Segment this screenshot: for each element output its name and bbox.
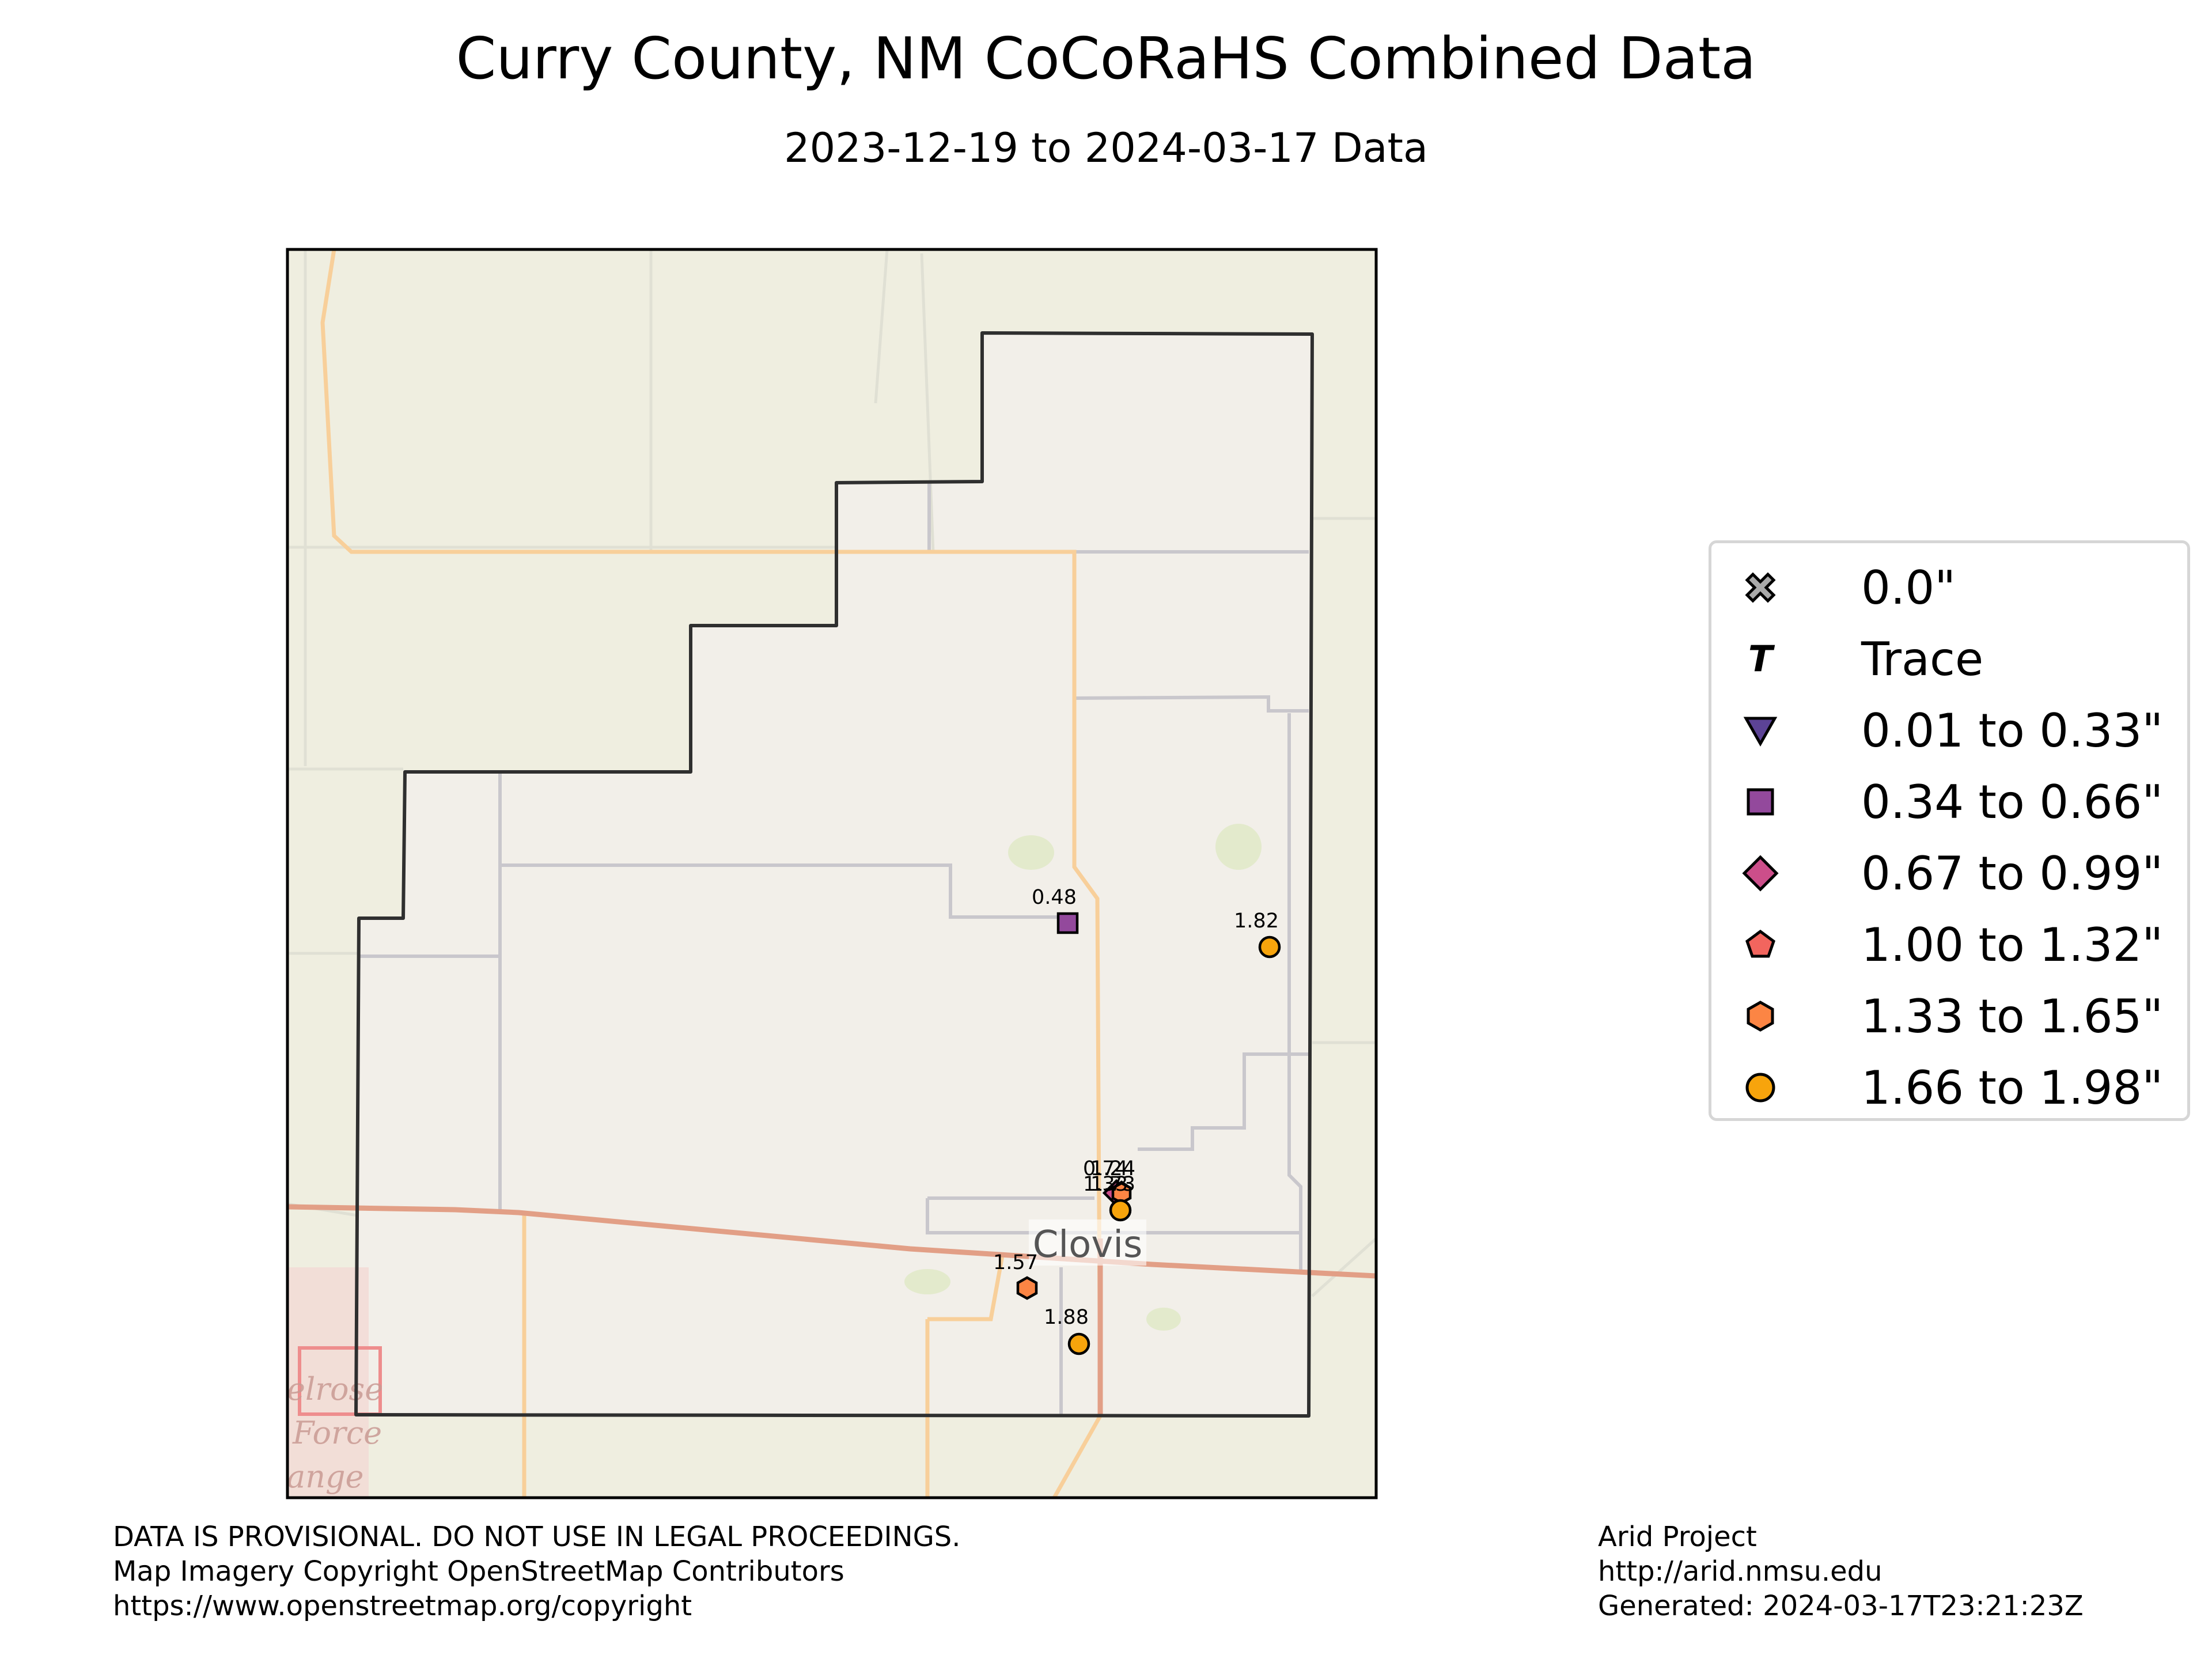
legend: 0.0" T Trace 0.01 to 0.33" 0.34 to 0.66"… — [1709, 540, 2190, 1121]
county-boundary — [354, 331, 1314, 1418]
legend-item-range-2: 0.34 to 0.66" — [1711, 767, 2187, 838]
place-label-clovis: Clovis — [1033, 1224, 1143, 1266]
circle-icon — [1745, 1073, 1775, 1103]
footer-left-line-2: Map Imagery Copyright OpenStreetMap Cont… — [113, 1555, 844, 1588]
station-label-0: 0.48 — [1032, 886, 1077, 909]
legend-item-range-1: 0.01 to 0.33" — [1711, 695, 2187, 767]
station-label-1: 1.82 — [1234, 910, 1279, 933]
x-icon — [1745, 572, 1776, 603]
station-marker-6 — [1016, 1276, 1038, 1300]
station-marker-0 — [1056, 912, 1079, 934]
park-areas — [904, 824, 1262, 1331]
legend-item-zero: 0.0" — [1711, 552, 2187, 624]
legend-item-trace: T Trace — [1711, 624, 2187, 695]
footer-disclaimer: DATA IS PROVISIONAL. DO NOT USE IN LEGAL… — [113, 1520, 961, 1623]
place-label-halo — [1029, 1219, 1146, 1266]
map-frame — [286, 248, 1378, 1499]
footer-credits: Arid Project http://arid.nmsu.edu Genera… — [1598, 1520, 2084, 1623]
pentagon-icon — [1745, 929, 1775, 958]
station-label-7: 1.88 — [1044, 1306, 1089, 1329]
station-markers — [1016, 912, 1281, 1355]
legend-label-trace: Trace — [1861, 632, 1984, 686]
station-label-3: 1.24 — [1090, 1157, 1135, 1180]
station-label-5: 1.73 — [1090, 1173, 1135, 1196]
basemap-fragment-1: elrose — [287, 1371, 383, 1407]
station-marker-5 — [1109, 1199, 1132, 1222]
legend-item-range-5: 1.33 to 1.65" — [1711, 981, 2187, 1052]
legend-label-range-5: 1.33 to 1.65" — [1861, 990, 2164, 1043]
map-subtitle: 2023-12-19 to 2024-03-17 Data — [784, 124, 1428, 172]
t-icon: T — [1748, 638, 1775, 680]
triangle-icon — [1743, 717, 1778, 747]
highway-roads — [320, 249, 1103, 1498]
hexagon-icon — [1747, 1001, 1774, 1032]
station-label-2: 0.74 — [1083, 1157, 1128, 1180]
footer-left-line-3: https://www.openstreetmap.org/copyright — [113, 1590, 692, 1622]
map-title: Curry County, NM CoCoRaHS Combined Data — [456, 25, 1756, 92]
legend-label-range-6: 1.66 to 1.98" — [1861, 1061, 2164, 1115]
diamond-icon — [1742, 855, 1779, 892]
basemap-section-lines — [287, 249, 1376, 1297]
legend-label-zero: 0.0" — [1861, 561, 1956, 615]
station-marker-1 — [1258, 935, 1281, 959]
us-highway — [287, 1204, 1376, 1416]
station-label-4: 1.33 — [1083, 1173, 1128, 1196]
legend-item-range-4: 1.00 to 1.32" — [1711, 910, 2187, 981]
svg-text:T: T — [1748, 638, 1775, 680]
footer-right-line-3: Generated: 2024-03-17T23:21:23Z — [1598, 1590, 2084, 1622]
legend-label-range-2: 0.34 to 0.66" — [1861, 775, 2164, 829]
legend-item-range-6: 1.66 to 1.98" — [1711, 1052, 2187, 1124]
station-label-6: 1.57 — [993, 1251, 1038, 1274]
footer-left-line-1: DATA IS PROVISIONAL. DO NOT USE IN LEGAL… — [113, 1521, 961, 1553]
basemap-fragment-3: ange — [287, 1459, 364, 1495]
legend-label-range-1: 0.01 to 0.33" — [1861, 704, 2164, 757]
basemap-fragment-2: Force — [292, 1415, 382, 1451]
footer-right-line-1: Arid Project — [1598, 1521, 1757, 1553]
legend-label-range-3: 0.67 to 0.99" — [1861, 847, 2164, 900]
footer-right-line-2: http://arid.nmsu.edu — [1598, 1555, 1883, 1588]
legend-item-range-3: 0.67 to 0.99" — [1711, 838, 2187, 910]
legend-label-range-4: 1.00 to 1.32" — [1861, 918, 2164, 972]
station-marker-7 — [1067, 1332, 1090, 1355]
square-icon — [1747, 788, 1774, 816]
